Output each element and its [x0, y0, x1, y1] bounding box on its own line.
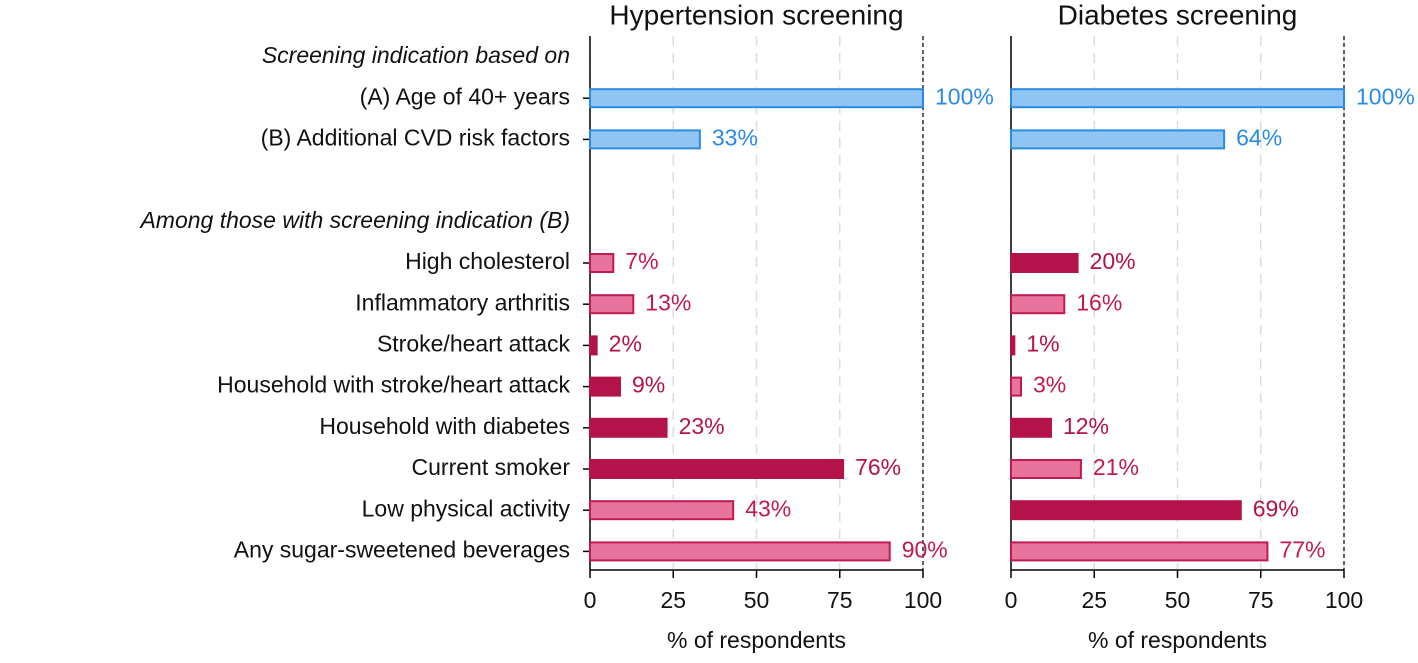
category-label: Stroke/heart attack [377, 330, 571, 356]
value-label: 7% [625, 248, 658, 274]
bar [589, 417, 668, 438]
bar [1010, 335, 1016, 356]
bar [1010, 88, 1345, 109]
bar [1010, 294, 1066, 315]
category-label: Low physical activity [362, 495, 571, 521]
bar [1010, 459, 1082, 479]
panel-title: Diabetes screening [1058, 0, 1298, 30]
bar [1010, 541, 1269, 562]
category-label: Current smoker [412, 454, 571, 480]
bar [1010, 376, 1022, 397]
x-tick-label: 75 [827, 587, 853, 613]
value-label: 21% [1093, 454, 1139, 480]
value-label: 16% [1076, 289, 1122, 315]
category-label: Household with stroke/heart attack [217, 372, 570, 398]
value-label: 33% [712, 124, 758, 150]
group-label: Among those with screening indication (B… [138, 207, 570, 233]
value-label: 90% [902, 536, 948, 562]
x-tick-label: 100 [904, 587, 942, 613]
value-label: 77% [1279, 536, 1325, 562]
x-tick-label: 25 [1081, 587, 1107, 613]
value-label: 69% [1253, 495, 1299, 521]
bar [1010, 500, 1242, 521]
group-label: Screening indication based on [262, 42, 570, 68]
value-label: 12% [1063, 413, 1109, 439]
x-tick-label: 0 [584, 587, 597, 613]
category-label: High cholesterol [405, 248, 570, 274]
x-axis-title: % of respondents [1088, 627, 1267, 653]
bar [1010, 253, 1079, 273]
bar [589, 459, 845, 479]
category-label: Household with diabetes [319, 413, 570, 439]
value-label: 64% [1236, 124, 1282, 150]
x-tick-label: 0 [1005, 587, 1018, 613]
x-tick-label: 100 [1325, 587, 1363, 613]
bar [589, 253, 615, 273]
category-label: (A) Age of 40+ years [360, 83, 570, 109]
bar [1010, 129, 1226, 150]
bar [589, 541, 891, 562]
value-label: 20% [1090, 248, 1136, 274]
category-label: (B) Additional CVD risk factors [261, 124, 570, 150]
x-axis-title: % of respondents [667, 627, 846, 653]
value-label: 23% [679, 413, 725, 439]
bar [589, 294, 635, 315]
x-tick-label: 50 [1165, 587, 1191, 613]
value-label: 43% [745, 495, 791, 521]
bar [589, 376, 621, 397]
value-label: 2% [609, 330, 642, 356]
panel-title: Hypertension screening [609, 0, 903, 30]
x-tick-label: 75 [1248, 587, 1274, 613]
bar [589, 500, 735, 521]
value-label: 3% [1033, 372, 1066, 398]
value-label: 1% [1026, 330, 1059, 356]
x-tick-label: 25 [660, 587, 686, 613]
value-label: 9% [632, 372, 665, 398]
category-label: Any sugar-sweetened beverages [234, 536, 570, 562]
x-tick-label: 50 [744, 587, 770, 613]
bar [589, 88, 924, 109]
bar [1010, 417, 1052, 438]
value-label: 76% [855, 454, 901, 480]
bar [589, 129, 701, 150]
value-label: 100% [1356, 83, 1415, 109]
value-label: 13% [645, 289, 691, 315]
category-label: Inflammatory arthritis [355, 289, 570, 315]
value-label: 100% [935, 83, 994, 109]
bar [589, 335, 598, 356]
